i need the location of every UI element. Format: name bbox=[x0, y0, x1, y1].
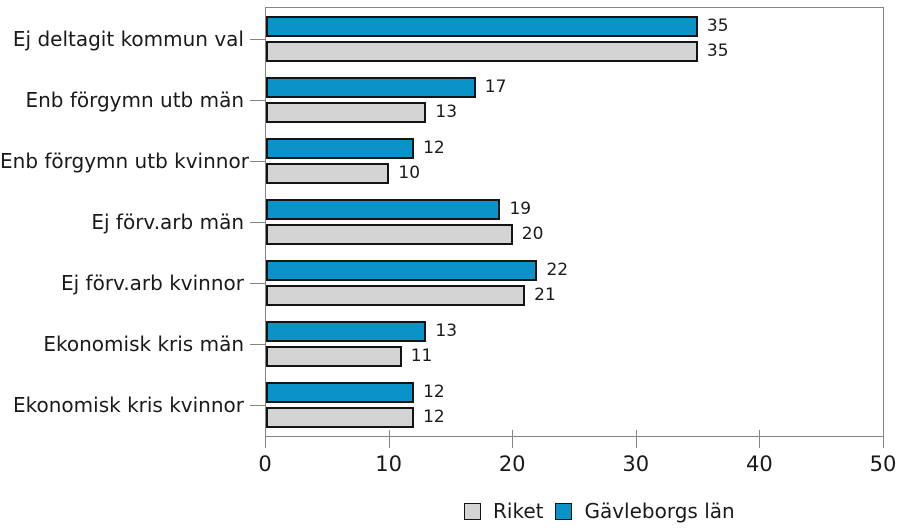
plot-area: 35 35 17 13 12 10 19 20 22 21 13 11 12 12 bbox=[265, 7, 884, 437]
y-axis-tick bbox=[250, 99, 266, 101]
bar-group: 12 12 bbox=[266, 375, 883, 436]
legend-entry-riket: Riket bbox=[464, 499, 543, 523]
chart-legend: Riket Gävleborgs län bbox=[464, 499, 735, 523]
bar-group: 35 35 bbox=[266, 8, 883, 69]
category-label: Ej deltagit kommun val bbox=[12, 26, 244, 51]
value-label: 10 bbox=[398, 162, 421, 183]
bar-riket bbox=[266, 223, 513, 245]
y-axis-tick bbox=[250, 283, 266, 285]
bar-row: 35 bbox=[266, 40, 883, 62]
value-label: 17 bbox=[484, 76, 507, 97]
value-label: 35 bbox=[706, 40, 729, 61]
bar-row: 17 bbox=[266, 76, 883, 98]
bar-row: 12 bbox=[266, 407, 883, 429]
bar-group: 19 20 bbox=[266, 191, 883, 252]
value-label: 20 bbox=[521, 223, 544, 244]
bar-row: 12 bbox=[266, 382, 883, 404]
bar-group: 17 13 bbox=[266, 69, 883, 130]
bar-gavleborgs-lan bbox=[266, 321, 427, 343]
x-axis-tick bbox=[759, 430, 761, 448]
bar-row: 11 bbox=[266, 346, 883, 368]
bar-group: 12 10 bbox=[266, 130, 883, 191]
value-label: 21 bbox=[534, 285, 556, 306]
gavleborgs-lan-color-swatch bbox=[555, 502, 573, 520]
category-label: Enb förgymn utb kvinnor bbox=[0, 148, 249, 173]
x-axis-tick bbox=[512, 430, 514, 448]
bar-gavleborgs-lan bbox=[266, 382, 415, 404]
category-label: Ej förv.arb män bbox=[91, 210, 244, 234]
bar-riket bbox=[266, 285, 526, 307]
legend-label-gavleborgs-lan: Gävleborgs län bbox=[584, 499, 735, 523]
bar-row: 12 bbox=[266, 137, 883, 159]
y-axis-tick bbox=[250, 405, 266, 407]
bar-gavleborgs-lan bbox=[266, 15, 698, 37]
value-label: 12 bbox=[423, 137, 445, 158]
bar-group: 13 11 bbox=[266, 314, 883, 375]
bar-row: 21 bbox=[266, 285, 883, 307]
bar-row: 19 bbox=[266, 198, 883, 220]
y-axis-tick bbox=[250, 160, 266, 162]
bar-riket bbox=[266, 407, 415, 429]
x-axis-tick-label: 0 bbox=[258, 452, 272, 476]
x-axis-tick bbox=[883, 430, 884, 448]
x-axis-tick-label: 40 bbox=[746, 452, 773, 476]
x-axis-tick bbox=[635, 430, 637, 448]
bar-riket bbox=[266, 162, 390, 184]
category-label: Enb förgymn utb män bbox=[25, 87, 244, 112]
bar-row: 13 bbox=[266, 101, 883, 123]
x-axis-tick-label: 20 bbox=[498, 452, 526, 476]
x-axis-tick bbox=[388, 430, 390, 448]
bar-row: 13 bbox=[266, 321, 883, 343]
x-axis-tick bbox=[265, 430, 266, 448]
category-label: Ekonomisk kris kvinnor bbox=[13, 393, 244, 418]
bar-gavleborgs-lan bbox=[266, 137, 415, 159]
legend-entry-gavleborgs-lan: Gävleborgs län bbox=[555, 499, 735, 523]
value-label: 11 bbox=[410, 346, 433, 367]
value-label: 12 bbox=[423, 382, 445, 403]
bar-row: 10 bbox=[266, 162, 883, 184]
value-label: 35 bbox=[706, 15, 729, 36]
y-axis-tick bbox=[250, 344, 266, 346]
legend-label-riket: Riket bbox=[493, 499, 544, 523]
bar-group: 22 21 bbox=[266, 253, 883, 314]
x-axis-tick-label: 50 bbox=[869, 452, 897, 476]
value-label: 12 bbox=[423, 407, 445, 428]
bar-gavleborgs-lan bbox=[266, 76, 476, 98]
bar-riket bbox=[266, 40, 698, 62]
value-label: 13 bbox=[435, 321, 458, 342]
bar-gavleborgs-lan bbox=[266, 260, 538, 282]
riket-color-swatch bbox=[464, 502, 481, 520]
category-label: Ekonomisk kris män bbox=[43, 332, 244, 357]
bar-riket bbox=[266, 101, 427, 123]
x-axis-tick-label: 10 bbox=[375, 452, 402, 476]
value-label: 19 bbox=[509, 198, 532, 219]
bar-row: 35 bbox=[266, 15, 883, 37]
category-label: Ej förv.arb kvinnor bbox=[60, 271, 244, 296]
value-label: 13 bbox=[435, 101, 458, 122]
bar-row: 20 bbox=[266, 223, 883, 245]
y-axis-tick bbox=[250, 222, 266, 223]
value-label: 22 bbox=[546, 260, 569, 281]
bar-gavleborgs-lan bbox=[266, 198, 501, 220]
x-axis-tick-label: 30 bbox=[622, 452, 650, 476]
bar-riket bbox=[266, 346, 402, 368]
y-axis-tick bbox=[250, 38, 266, 40]
bar-row: 22 bbox=[266, 260, 883, 282]
